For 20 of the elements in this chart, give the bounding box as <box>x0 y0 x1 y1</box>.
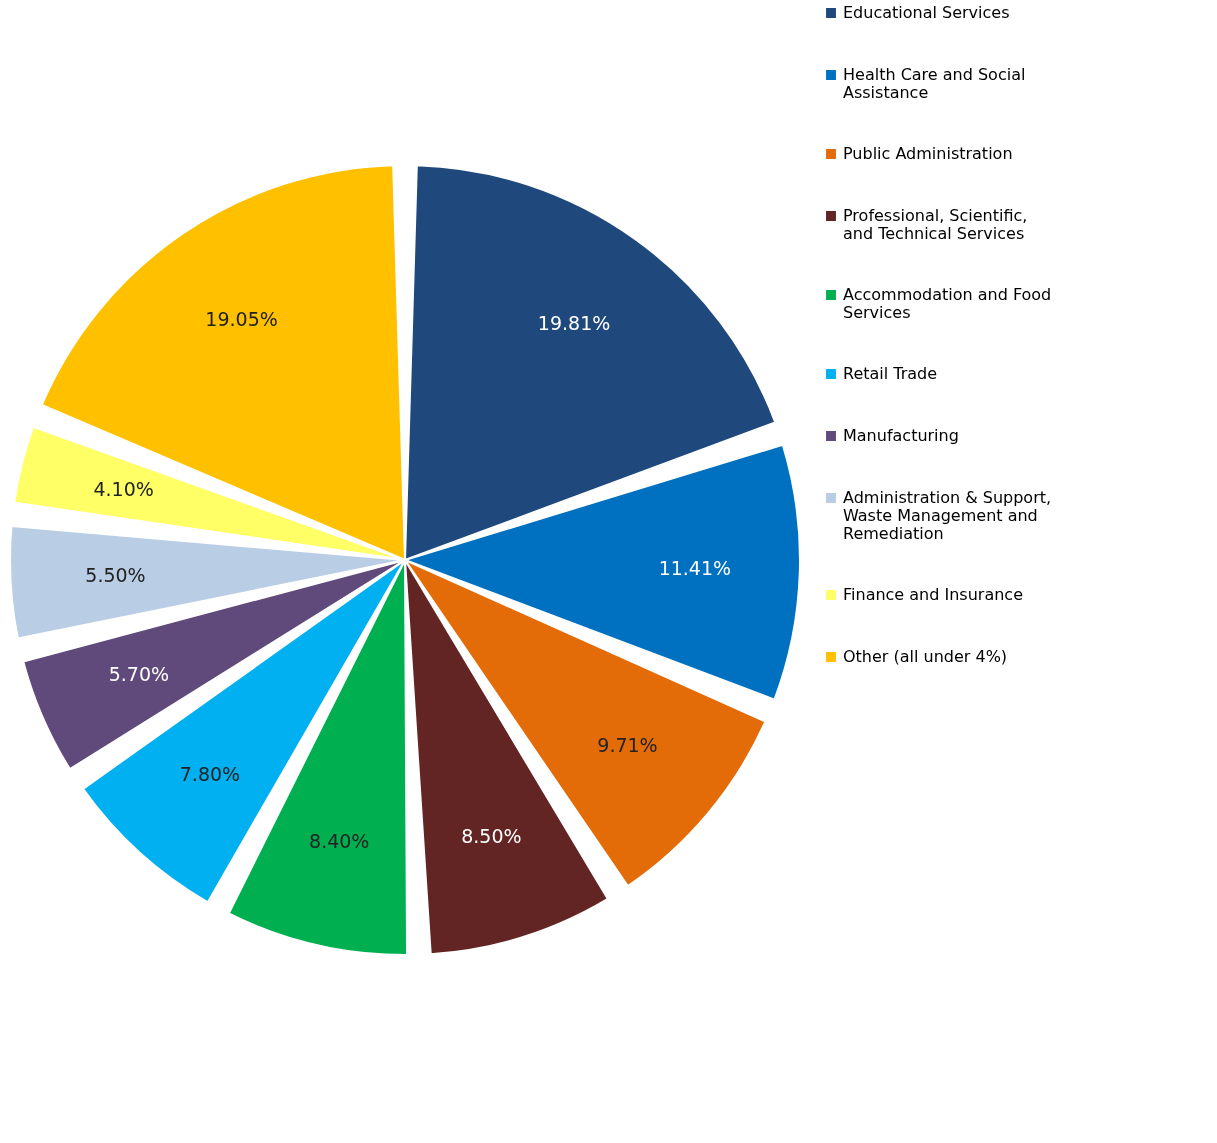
data-label: 19.05% <box>205 308 278 331</box>
legend-label: Retail Trade <box>843 364 938 383</box>
data-label: 8.40% <box>309 830 370 853</box>
legend-label: Health Care and Social Assistance <box>843 65 1026 102</box>
legend-label: Administration & Support, Waste Management and Remediation <box>843 488 1052 543</box>
data-label: 19.81% <box>537 312 611 335</box>
legend-label: Educational Services <box>843 3 1010 22</box>
data-label: 5.70% <box>108 663 170 686</box>
data-label: 7.80% <box>179 762 241 785</box>
data-label: 4.10% <box>93 477 154 500</box>
legend-label: Public Administration <box>843 144 1013 163</box>
data-label: 8.50% <box>461 824 522 847</box>
legend-label: Other (all under 4%) <box>843 647 1008 666</box>
legend-label: Finance and Insurance <box>843 585 1023 604</box>
legend-label: Accommodation and Food Services <box>843 285 1052 322</box>
data-label: 9.71% <box>597 734 658 756</box>
legend-label: Professional, Scientific, and Technical Services <box>843 206 1028 243</box>
data-label: 5.50% <box>85 564 146 587</box>
data-label: 11.41% <box>658 557 732 580</box>
legend-label: Manufacturing <box>843 426 959 445</box>
